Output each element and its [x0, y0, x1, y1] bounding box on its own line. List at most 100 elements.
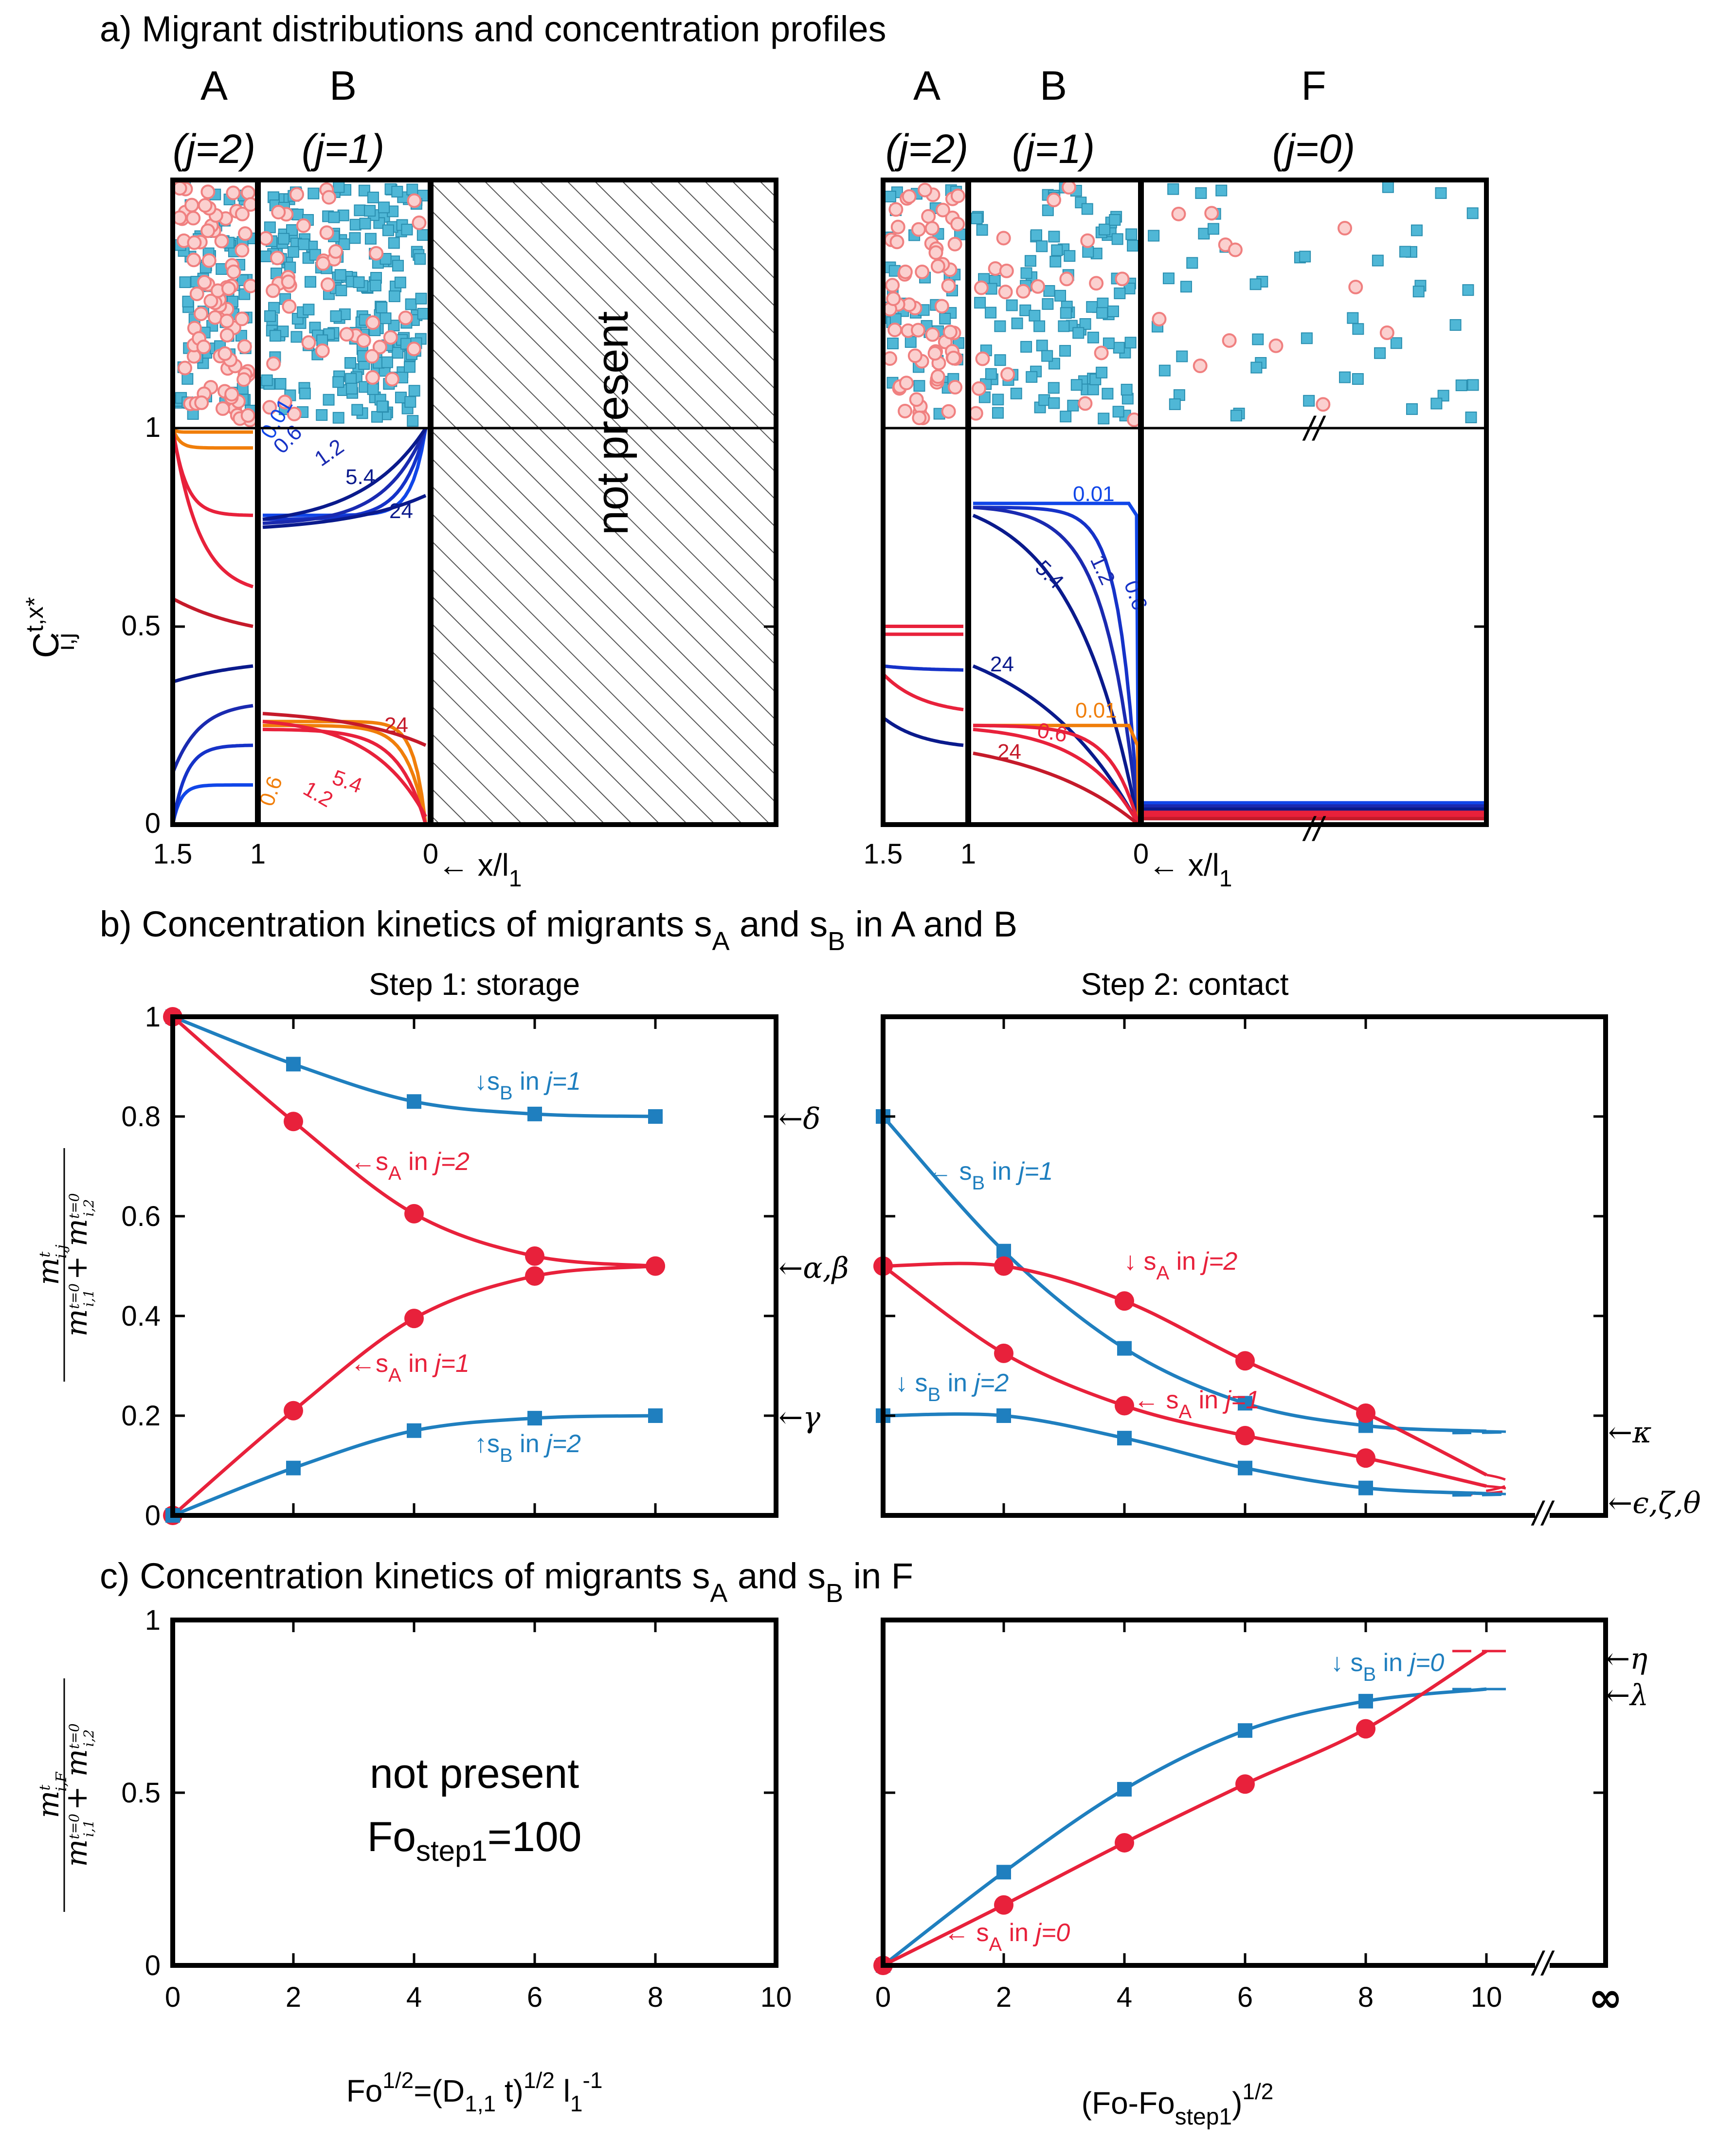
particle-s-b — [376, 400, 388, 413]
particle-s-b — [367, 191, 379, 203]
particle-s-b — [1051, 244, 1063, 256]
particle-s-b — [274, 378, 287, 390]
particle-s-b — [886, 337, 899, 349]
particle-s-a — [1338, 221, 1353, 236]
frame-b-right — [881, 1014, 1608, 1518]
series-marker-circle — [1115, 1396, 1134, 1416]
particle-s-b — [1086, 301, 1098, 313]
axis-break-bottom: // — [1302, 810, 1326, 848]
series-marker-square — [1238, 1723, 1252, 1738]
particle-s-b — [259, 250, 271, 262]
xtick-a-right-0: 0 — [1133, 838, 1149, 870]
particle-s-b — [344, 357, 356, 369]
series-marker-circle — [994, 1343, 1013, 1363]
chart-b-right-title: Step 2: contact — [1081, 967, 1289, 1002]
particle-s-b — [1382, 181, 1394, 193]
ylabel-a: Ct,x*i,j — [21, 597, 79, 658]
particle-s-b — [1107, 305, 1119, 317]
series-annotation: ↓sB in j=1 — [474, 1067, 581, 1104]
particle-s-a — [1228, 242, 1243, 257]
particle-s-b — [299, 387, 311, 399]
curve-label-right-red: 0.01 — [1075, 699, 1117, 722]
profile-b-sb-2 — [262, 427, 428, 525]
particle-s-a — [186, 252, 201, 268]
particle-s-b — [1466, 207, 1479, 219]
particle-s-a — [189, 286, 204, 301]
particle-s-b — [1180, 281, 1192, 293]
particle-s-a — [935, 202, 950, 217]
particle-s-b — [884, 191, 896, 203]
series-line — [171, 1264, 656, 1517]
particle-s-b — [1121, 383, 1133, 396]
particle-s-b — [1048, 231, 1060, 243]
particle-s-b — [376, 302, 388, 314]
series-marker-circle — [1115, 1291, 1134, 1311]
ytick-a-05: 0.5 — [121, 610, 161, 642]
particle-s-b — [264, 221, 276, 234]
particle-s-b — [1352, 373, 1364, 385]
profile-ra-sa-2 — [882, 672, 964, 712]
particle-s-a — [398, 310, 413, 325]
curve-label-right-blue: 24 — [990, 652, 1014, 676]
particle-s-b — [1252, 333, 1264, 345]
particle-s-b — [1374, 347, 1386, 359]
curve-label-right-red: 24 — [997, 740, 1021, 764]
curve-label-left-red: 24 — [384, 713, 408, 737]
particle-s-b — [404, 396, 416, 408]
particle-s-b — [1186, 257, 1198, 269]
particle-s-a — [271, 205, 286, 220]
fo-step1-c: Fostep1=100 — [367, 1814, 582, 1867]
series-marker-square — [527, 1411, 542, 1426]
particle-s-b — [345, 373, 357, 385]
particle-s-b — [371, 411, 383, 423]
section-b-title: b) Concentration kinetics of migrants sA… — [100, 904, 1017, 956]
particle-s-b — [1059, 345, 1071, 357]
particle-s-b — [380, 312, 392, 324]
particle-s-a — [998, 285, 1013, 300]
particle-s-a — [902, 189, 917, 204]
particle-s-a — [1268, 338, 1284, 353]
panel-a-right: A (j=2) B (j=1) F (j=0) 0.010.61.25.4240… — [864, 63, 1489, 892]
particle-s-a — [369, 246, 384, 261]
particle-s-b — [1148, 230, 1160, 242]
particle-s-a — [1047, 193, 1062, 208]
layer-j-f-right: (j=0) — [1272, 126, 1355, 172]
frame-b-left — [170, 1014, 778, 1518]
particle-s-b — [1111, 233, 1123, 245]
particle-s-b — [1347, 312, 1359, 324]
not-present-label: not present — [588, 311, 637, 535]
particle-s-b — [414, 253, 426, 265]
particle-s-a — [1080, 233, 1095, 248]
limit-label-eta: ←η — [1606, 1642, 1647, 1676]
particle-s-a — [184, 198, 199, 213]
ylabel-b: mti,j — [32, 1244, 70, 1285]
particle-s-a — [240, 408, 255, 423]
series-annotation: ↓ sB in j=0 — [1331, 1649, 1444, 1685]
particle-s-a — [898, 264, 913, 279]
particle-s-a — [198, 198, 213, 213]
particle-s-b — [1096, 366, 1108, 378]
particle-s-b — [358, 184, 370, 197]
particle-s-b — [334, 269, 346, 281]
particle-field-left-b — [258, 181, 429, 427]
layer-j-a: (j=2) — [173, 126, 255, 172]
particle-s-b — [1230, 410, 1242, 422]
particle-s-b — [976, 224, 988, 236]
particle-s-a — [219, 328, 235, 343]
series-annotation: ←sA in j=2 — [350, 1148, 470, 1184]
particle-s-a — [946, 350, 961, 365]
particle-s-a — [412, 215, 427, 230]
particle-s-b — [408, 385, 420, 397]
series-line — [883, 1412, 1487, 1495]
profile-b-sb-4 — [262, 494, 427, 529]
particle-s-b — [307, 187, 320, 199]
particle-s-a — [407, 193, 422, 208]
particle-s-a — [942, 324, 958, 340]
particle-s-b — [1113, 342, 1125, 354]
particle-s-a — [200, 223, 216, 238]
series-annotation: ← sA in j=0 — [944, 1919, 1070, 1955]
ytick-label: 1 — [145, 1604, 161, 1636]
series-marker-square — [1117, 1431, 1132, 1446]
xtick-a-left-15: 1.5 — [153, 838, 193, 870]
particle-s-a — [217, 346, 233, 361]
